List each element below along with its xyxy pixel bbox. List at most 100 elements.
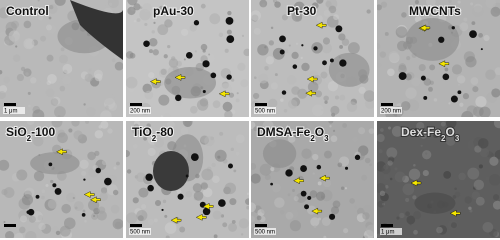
- texture: [3, 221, 6, 224]
- label-subscript: 2: [152, 134, 157, 143]
- arrow: [315, 21, 327, 29]
- texture: [479, 106, 491, 117]
- particles: [35, 194, 40, 199]
- texture: [59, 225, 71, 237]
- texture: [428, 86, 433, 92]
- texture: [471, 191, 480, 200]
- texture: [472, 5, 484, 17]
- texture: [26, 121, 35, 126]
- texture: [459, 102, 464, 107]
- texture: [116, 161, 120, 166]
- texture: [153, 137, 164, 148]
- particles: [52, 183, 57, 188]
- particles: [190, 153, 199, 161]
- particles: [175, 94, 182, 102]
- texture: [15, 45, 18, 48]
- scale-bar: [4, 224, 16, 227]
- texture: [472, 86, 479, 93]
- texture: [274, 1, 281, 8]
- texture: [227, 10, 232, 16]
- texture: [323, 150, 332, 159]
- texture: [164, 19, 173, 28]
- texture: [418, 132, 423, 137]
- texture: [380, 1, 388, 8]
- texture: [411, 77, 421, 87]
- texture: [405, 197, 410, 202]
- particles: [450, 95, 458, 103]
- texture: [394, 171, 406, 183]
- texture: [202, 49, 206, 53]
- texture: [320, 71, 328, 79]
- texture: [467, 167, 480, 180]
- arrow: [90, 196, 101, 204]
- texture: [300, 121, 304, 124]
- texture: [144, 90, 154, 100]
- particles: [143, 40, 150, 48]
- texture: [37, 0, 40, 2]
- texture: [473, 179, 485, 190]
- texture: [471, 21, 476, 26]
- texture: [285, 211, 294, 220]
- texture: [190, 105, 198, 114]
- texture: [45, 24, 53, 31]
- texture: [409, 223, 412, 226]
- texture: [323, 9, 331, 17]
- texture: [38, 81, 45, 88]
- texture: [259, 163, 272, 176]
- texture: [401, 12, 407, 18]
- texture: [229, 198, 237, 206]
- texture: [491, 88, 500, 98]
- texture: [280, 98, 284, 102]
- texture: [49, 5, 54, 10]
- texture: [405, 87, 417, 99]
- particles: [210, 72, 217, 79]
- texture: [61, 203, 71, 214]
- texture: [444, 67, 449, 72]
- texture: [280, 210, 285, 215]
- texture: [358, 86, 366, 94]
- texture: [479, 148, 490, 158]
- texture: [246, 192, 249, 196]
- texture: [377, 133, 385, 143]
- texture: [0, 159, 10, 171]
- panel-label: DMSA-Fe2O3: [257, 125, 329, 143]
- texture: [113, 166, 117, 170]
- texture: [270, 82, 278, 90]
- particles: [438, 36, 445, 43]
- texture: [352, 136, 358, 142]
- particles: [281, 90, 287, 95]
- texture: [180, 127, 189, 136]
- scale-bar: [381, 103, 393, 106]
- texture: [445, 3, 458, 16]
- texture: [50, 98, 59, 106]
- particles: [104, 177, 112, 186]
- texture: [62, 63, 73, 74]
- scale-label-bg: [129, 228, 151, 235]
- particles: [304, 204, 310, 210]
- texture: [383, 174, 390, 181]
- texture: [133, 123, 140, 130]
- texture: [128, 87, 135, 93]
- texture: [422, 150, 432, 160]
- particles: [147, 184, 154, 192]
- texture: [185, 190, 193, 198]
- texture: [283, 108, 288, 113]
- texture: [132, 197, 139, 204]
- texture: [457, 83, 460, 86]
- texture: [494, 67, 500, 76]
- texture: [148, 72, 155, 79]
- organelle: [30, 152, 80, 175]
- texture: [126, 76, 138, 89]
- panel-label: Dex-Fe2O3: [401, 125, 460, 143]
- arrow: [218, 90, 230, 98]
- texture: [422, 169, 429, 177]
- texture: [379, 51, 387, 58]
- texture: [144, 22, 148, 27]
- texture: [19, 215, 28, 223]
- scale-label: 500 nm: [255, 230, 275, 236]
- texture: [270, 135, 275, 141]
- particles: [423, 95, 428, 100]
- label-text: MWCNTs: [409, 4, 461, 18]
- label-subscript: 2: [441, 134, 446, 143]
- arrow: [410, 179, 422, 187]
